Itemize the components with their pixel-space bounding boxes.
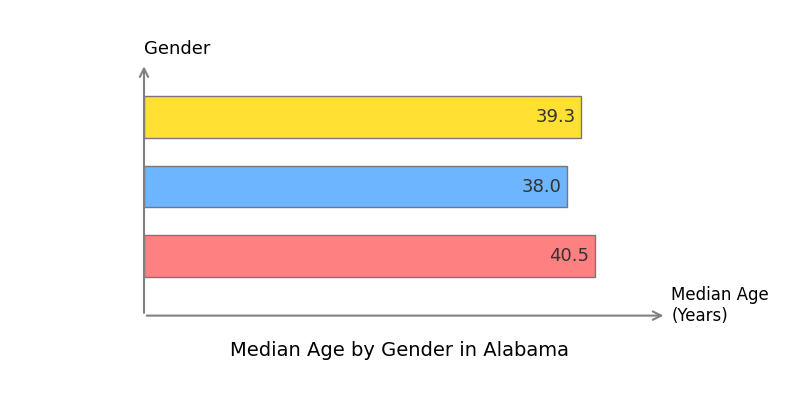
- Bar: [144, 235, 594, 277]
- Text: Median Age by Gender in Alabama: Median Age by Gender in Alabama: [230, 341, 570, 360]
- Text: Gender: Gender: [144, 40, 210, 58]
- Bar: [144, 166, 567, 207]
- Text: Median Age
(Years): Median Age (Years): [671, 286, 769, 325]
- Text: 39.3: 39.3: [536, 108, 576, 126]
- Bar: [144, 96, 582, 138]
- Text: 40.5: 40.5: [550, 247, 590, 265]
- Text: 38.0: 38.0: [522, 177, 562, 196]
